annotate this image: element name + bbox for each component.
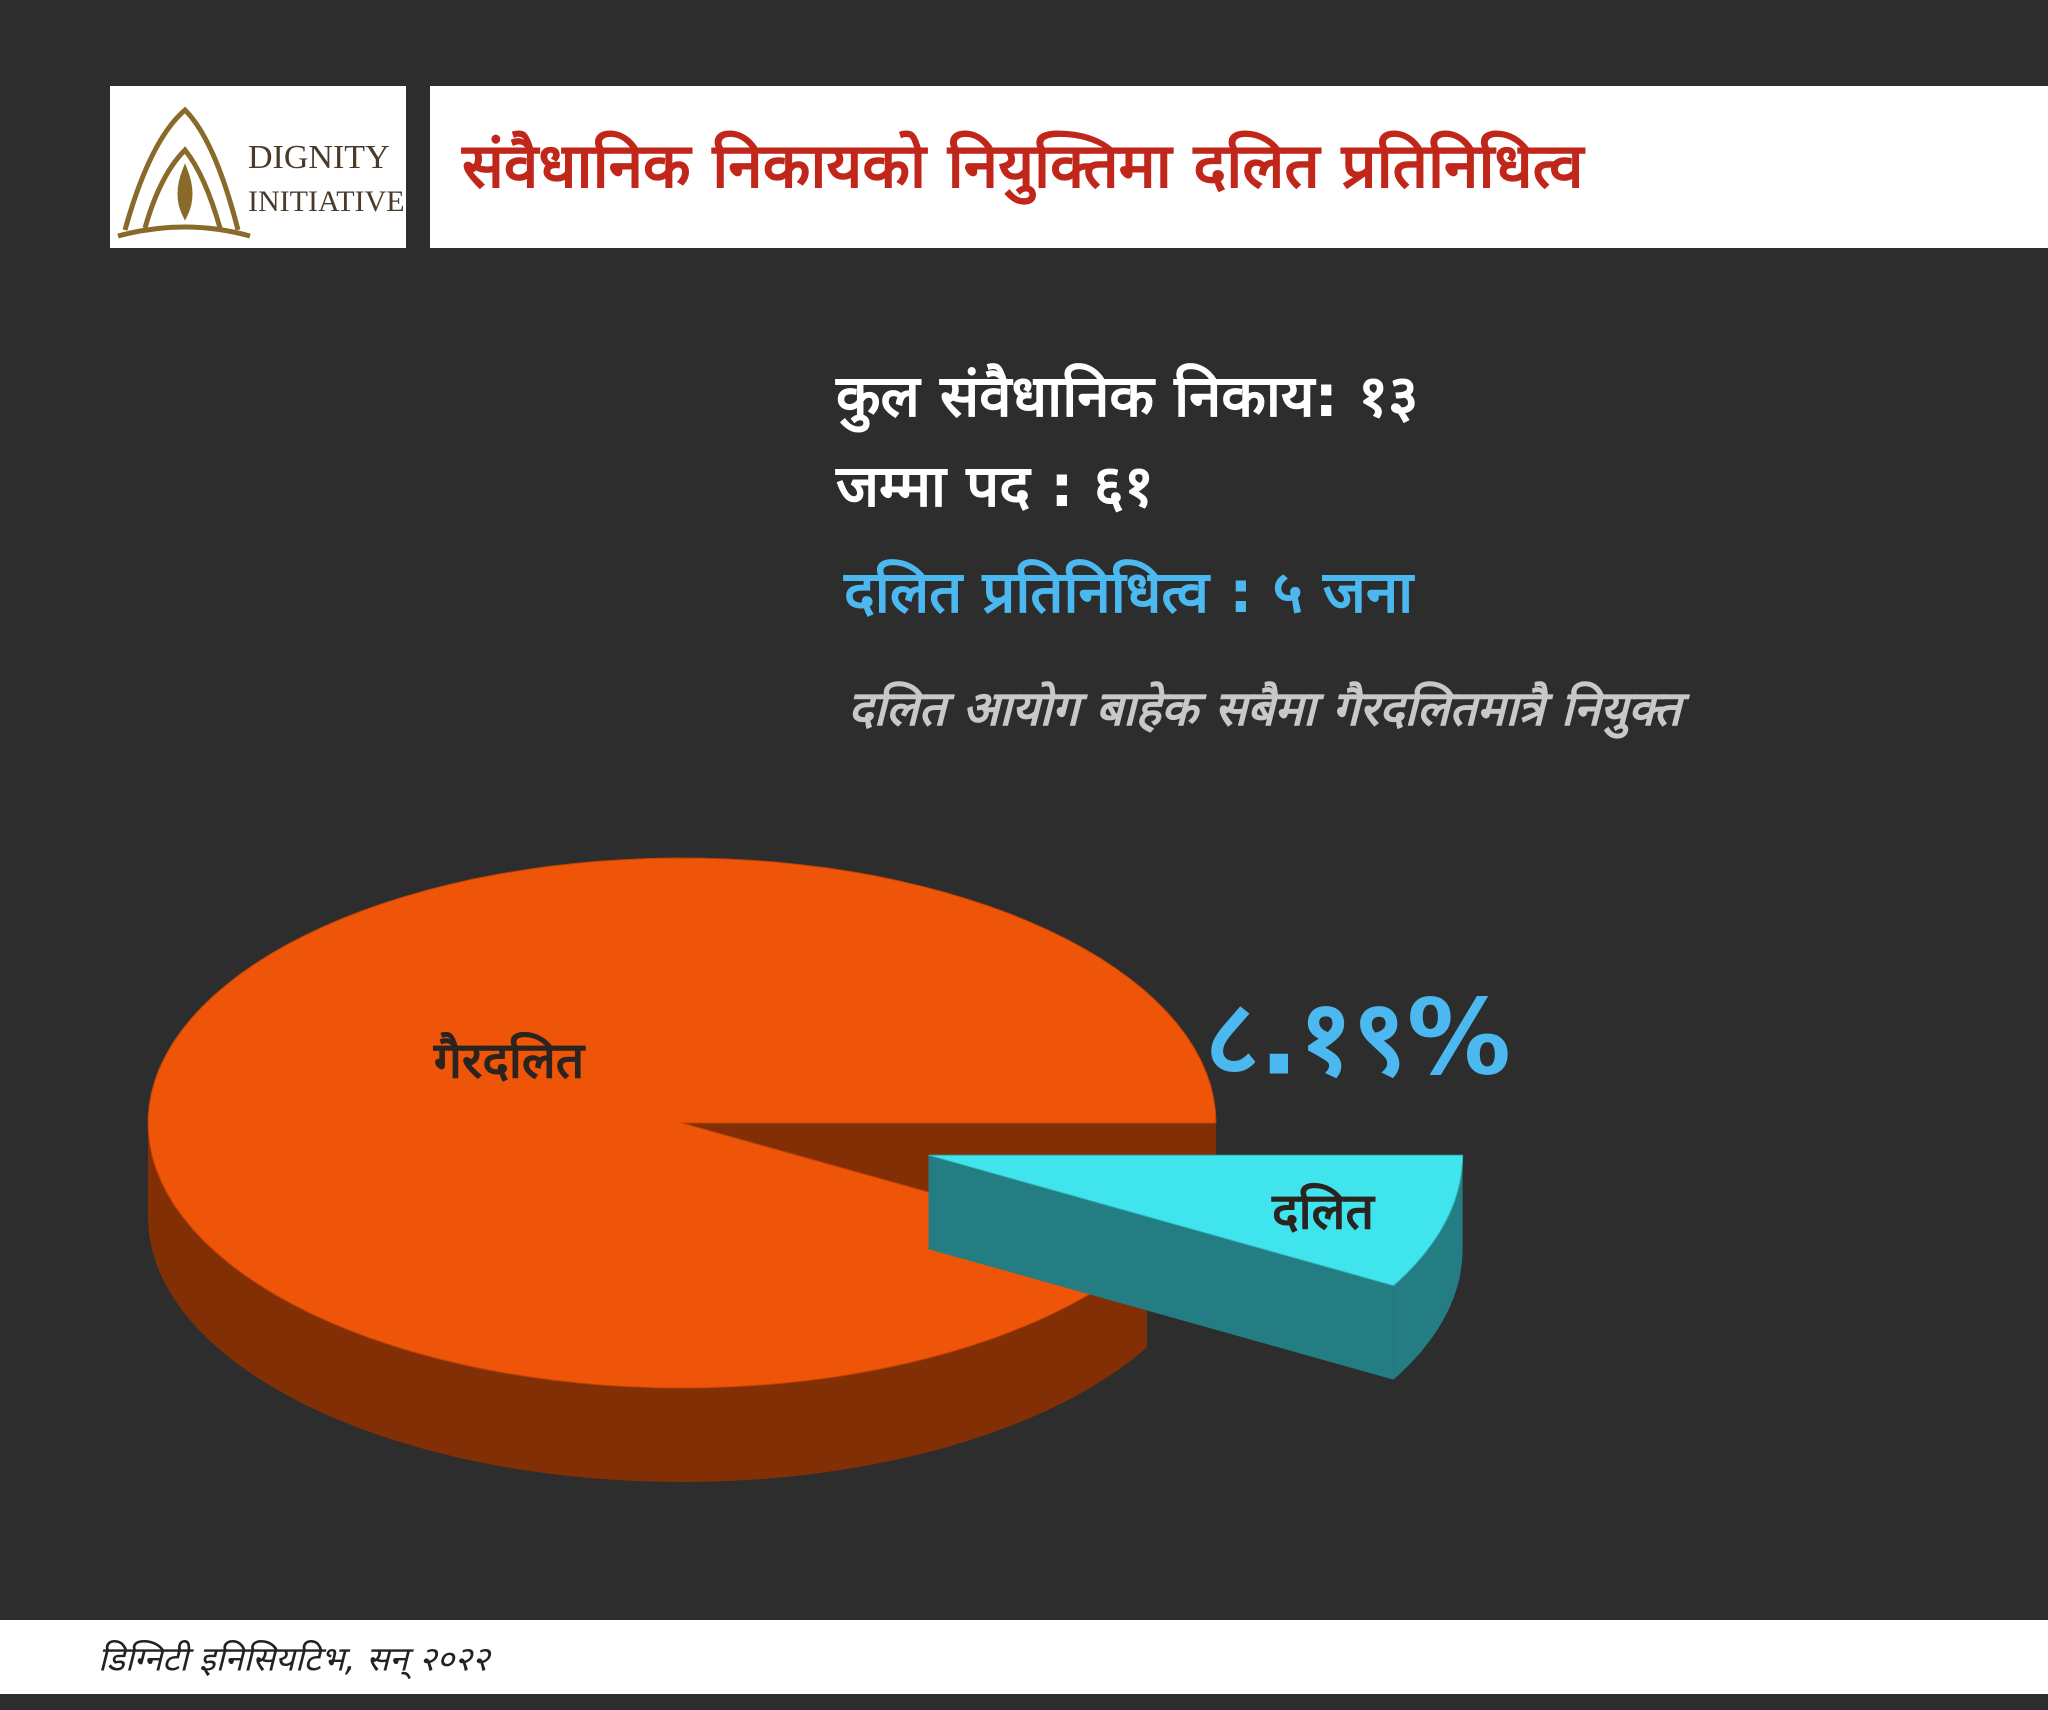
footer-bar — [0, 1620, 2048, 1694]
footer-text: डिग्निटी इनिसियटिभ, सन् २०२२ — [98, 1640, 492, 1680]
logo-box — [110, 86, 406, 248]
info-highlight: दलित प्रतिनिधित्व : ५ जना — [843, 558, 1415, 626]
logo-text: DIGNITY — [248, 139, 390, 176]
info-line: जम्मा पद : ६१ — [835, 452, 1154, 520]
slice — [147, 857, 1217, 1389]
pie-chart — [147, 857, 1464, 1482]
slice-label: गैरदलित — [433, 1032, 586, 1090]
title: संवैधानिक निकायको नियुक्तिमा दलित प्रतिन… — [461, 129, 1586, 205]
value-label: ८.१९% — [1205, 976, 1511, 1098]
slice — [928, 1154, 1464, 1287]
slice-label: दलित — [1271, 1183, 1375, 1241]
slice-side — [148, 1123, 1147, 1482]
logo-emblem — [117, 106, 251, 239]
info-line: कुल संवैधानिक निकाय: १३ — [835, 362, 1418, 433]
title-bar — [430, 86, 2048, 248]
logo-text: INITIATIVE — [248, 185, 405, 218]
slice-face — [928, 1155, 1394, 1380]
slice-side — [1393, 1155, 1463, 1380]
info-note: दलित आयोग बाहेक सबैमा गैरदलितमात्रै नियु… — [848, 681, 1691, 739]
